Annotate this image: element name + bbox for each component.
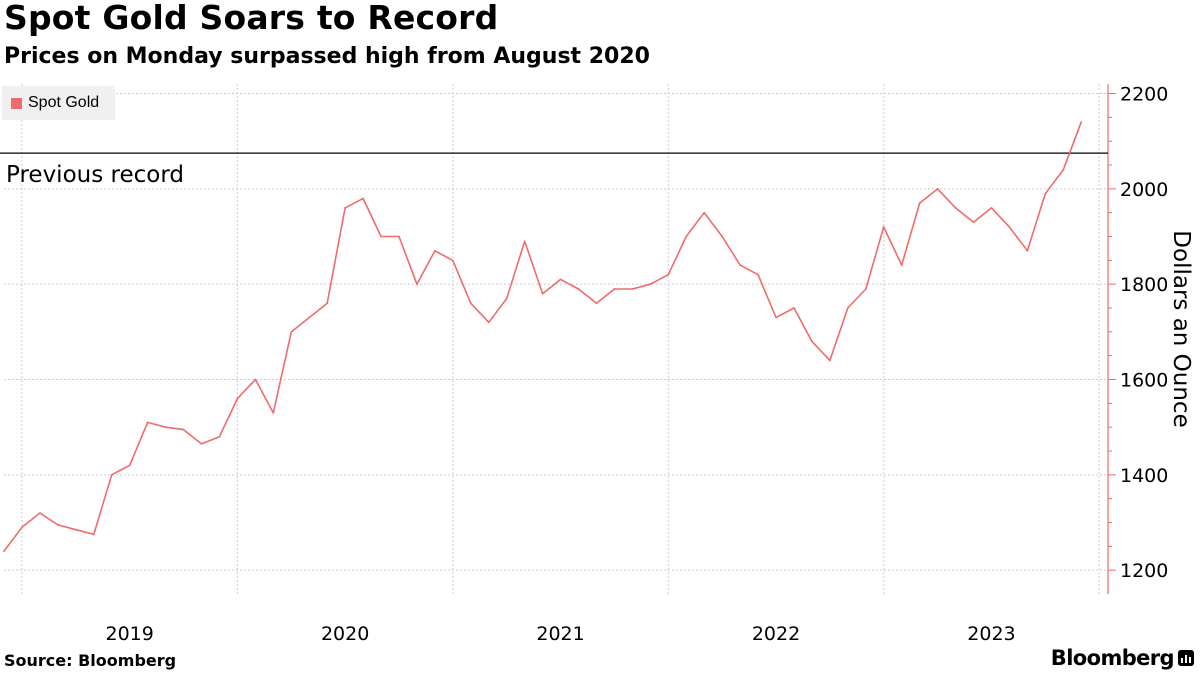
bloomberg-terminal-icon xyxy=(1178,650,1194,666)
y-tick-label-1200: 1200 xyxy=(1120,560,1168,582)
data-point-spot-gold xyxy=(828,359,831,362)
data-point-spot-gold xyxy=(595,302,598,305)
x-tick-label-2019: 2019 xyxy=(105,623,153,645)
brand-name: Bloomberg xyxy=(1050,646,1175,670)
data-point-spot-gold xyxy=(613,288,616,290)
x-tick-label-2023: 2023 xyxy=(967,623,1015,645)
data-point-spot-gold xyxy=(74,528,77,531)
data-point-spot-gold xyxy=(398,235,400,238)
data-point-spot-gold xyxy=(882,226,885,228)
chart-legend: Spot Gold xyxy=(2,86,115,120)
data-point-spot-gold xyxy=(1080,121,1083,124)
data-point-spot-gold xyxy=(775,316,777,319)
y-axis-label: Dollars an Ounce xyxy=(1168,230,1194,427)
data-point-spot-gold xyxy=(846,307,849,309)
x-tick-label-2021: 2021 xyxy=(536,623,584,645)
data-point-spot-gold xyxy=(362,197,364,200)
data-point-spot-gold xyxy=(254,378,257,381)
data-point-spot-gold xyxy=(272,411,275,414)
data-point-spot-gold xyxy=(218,435,221,438)
x-tick-label-2022: 2022 xyxy=(752,623,800,645)
data-point-spot-gold xyxy=(990,207,993,209)
data-point-spot-gold xyxy=(649,283,652,286)
data-point-spot-gold xyxy=(972,221,975,224)
data-point-spot-gold xyxy=(631,288,634,290)
data-point-spot-gold xyxy=(667,273,670,276)
data-point-spot-gold xyxy=(577,288,580,290)
data-point-spot-gold xyxy=(110,473,113,476)
source-note: Source: Bloomberg xyxy=(4,651,177,670)
legend-swatch-spot-gold xyxy=(11,97,22,109)
data-point-spot-gold xyxy=(900,264,903,267)
data-point-spot-gold xyxy=(505,297,508,300)
brand-logo: Bloomberg xyxy=(1051,646,1194,670)
data-point-spot-gold xyxy=(200,442,203,445)
data-point-spot-gold xyxy=(3,550,5,553)
data-point-spot-gold xyxy=(56,523,59,526)
y-tick-label-1400: 1400 xyxy=(1120,465,1168,487)
data-point-spot-gold xyxy=(21,526,23,529)
data-point-spot-gold xyxy=(936,187,939,190)
data-point-spot-gold xyxy=(918,202,921,205)
y-tick-label-2200: 2200 xyxy=(1120,84,1168,106)
data-point-spot-gold xyxy=(236,397,239,400)
x-tick-label-2020: 2020 xyxy=(321,623,369,645)
data-point-spot-gold xyxy=(344,207,347,209)
data-point-spot-gold xyxy=(380,235,382,238)
reference-line-label: Previous record xyxy=(6,162,184,188)
data-point-spot-gold xyxy=(128,464,131,467)
data-point-spot-gold xyxy=(811,340,813,343)
data-point-spot-gold xyxy=(757,273,759,276)
data-point-spot-gold xyxy=(433,249,436,252)
data-point-spot-gold xyxy=(541,292,544,295)
legend-label-spot-gold: Spot Gold xyxy=(28,94,100,111)
data-point-spot-gold xyxy=(793,307,795,309)
data-point-spot-gold xyxy=(1044,192,1047,195)
data-point-spot-gold xyxy=(469,302,472,305)
data-point-spot-gold xyxy=(416,283,418,286)
data-point-spot-gold xyxy=(523,240,526,243)
data-point-spot-gold xyxy=(290,330,293,333)
data-point-spot-gold xyxy=(1026,249,1029,252)
data-point-spot-gold xyxy=(451,259,454,262)
chart-title: Spot Gold Soars to Record xyxy=(4,0,499,37)
data-point-spot-gold xyxy=(1008,226,1011,228)
y-tick-label-1800: 1800 xyxy=(1120,274,1168,296)
data-point-spot-gold xyxy=(146,421,149,424)
data-point-spot-gold xyxy=(954,207,957,209)
data-point-spot-gold xyxy=(864,288,867,290)
data-point-spot-gold xyxy=(559,278,562,281)
data-point-spot-gold xyxy=(685,235,688,238)
data-point-spot-gold xyxy=(703,211,706,214)
y-tick-label-1600: 1600 xyxy=(1120,370,1168,392)
chart-subtitle: Prices on Monday surpassed high from Aug… xyxy=(4,44,650,69)
data-point-spot-gold xyxy=(1062,168,1065,171)
data-point-spot-gold xyxy=(182,428,185,431)
y-tick-label-2000: 2000 xyxy=(1120,179,1168,201)
data-point-spot-gold xyxy=(164,426,167,429)
data-point-spot-gold xyxy=(326,302,329,305)
data-point-spot-gold xyxy=(487,321,490,324)
data-point-spot-gold xyxy=(92,533,95,536)
data-point-spot-gold xyxy=(739,264,742,267)
data-point-spot-gold xyxy=(39,512,41,514)
data-point-spot-gold xyxy=(308,316,311,319)
data-point-spot-gold xyxy=(721,235,724,238)
